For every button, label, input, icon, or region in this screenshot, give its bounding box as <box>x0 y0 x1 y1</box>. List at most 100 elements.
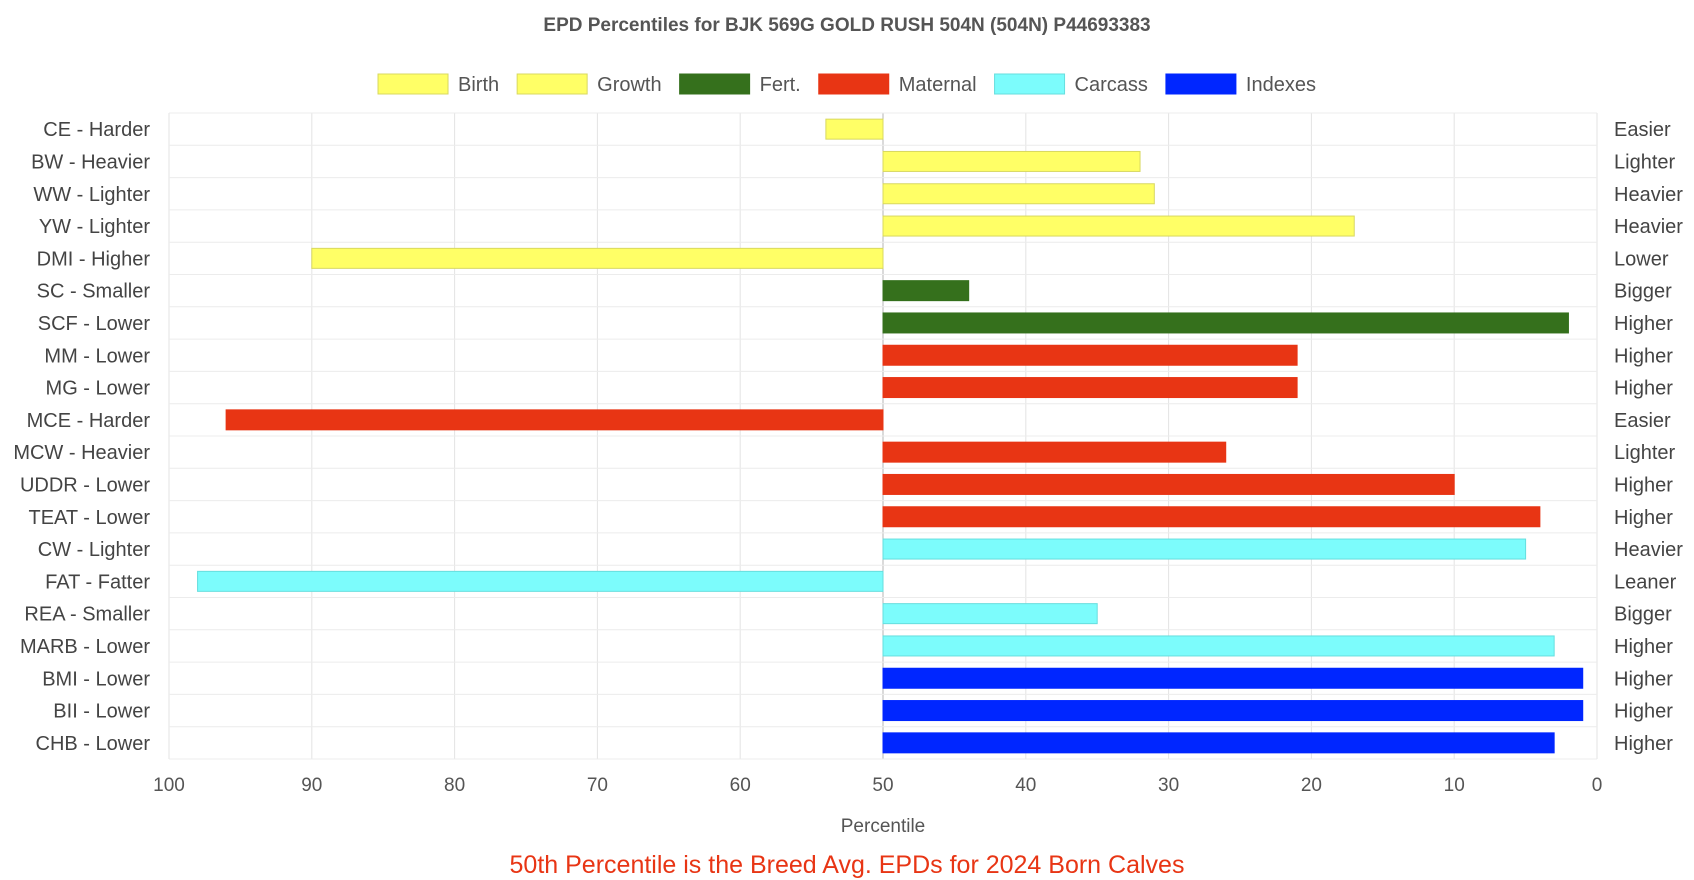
x-tick-label: 20 <box>1301 775 1322 796</box>
direction-label: Lighter <box>1614 442 1675 464</box>
category-label: CE - Harder <box>43 119 150 141</box>
direction-label: Higher <box>1614 668 1673 690</box>
category-label: MCE - Harder <box>27 410 151 432</box>
direction-label: Higher <box>1614 636 1673 658</box>
legend-item-maternal[interactable]: Maternal <box>818 73 977 96</box>
bar-sc <box>882 280 970 302</box>
category-label: MCW - Heavier <box>13 442 150 464</box>
category-label: MARB - Lower <box>20 636 150 658</box>
bar-marb <box>882 635 1555 657</box>
bar-teat <box>882 506 1541 528</box>
category-label: SC - Smaller <box>37 281 151 303</box>
legend-swatch <box>818 73 890 95</box>
category-label: MM - Lower <box>44 345 150 367</box>
bar-mce <box>225 409 884 431</box>
direction-label: Higher <box>1614 507 1673 529</box>
legend-label: Birth <box>458 74 499 96</box>
legend-label: Carcass <box>1075 74 1148 96</box>
chart-title: EPD Percentiles for BJK 569G GOLD RUSH 5… <box>543 15 1150 36</box>
category-label: TEAT - Lower <box>28 507 150 529</box>
legend-item-carcass[interactable]: Carcass <box>994 73 1148 96</box>
x-tick-label: 30 <box>1158 775 1179 796</box>
legend-item-growth[interactable]: Growth <box>516 73 662 96</box>
legend-label: Growth <box>597 74 661 96</box>
x-tick-label: 90 <box>301 775 322 796</box>
x-tick-label: 10 <box>1444 775 1465 796</box>
x-tick-label: 80 <box>444 775 465 796</box>
x-axis-ticks: 100 90 80 70 60 50 40 30 20 10 0 <box>153 775 1602 796</box>
direction-label: Lighter <box>1614 151 1675 173</box>
bar-uddr <box>882 473 1455 495</box>
bar-cw <box>882 538 1527 560</box>
category-label: WW - Lighter <box>33 184 150 206</box>
bar-bmi <box>882 667 1584 689</box>
breed-average-note: 50th Percentile is the Breed Avg. EPDs f… <box>510 851 1185 879</box>
bar-chb <box>882 732 1555 754</box>
bar-fat <box>197 570 884 592</box>
bar-bii <box>882 700 1584 722</box>
direction-label: Heavier <box>1614 539 1683 561</box>
legend-item-fert[interactable]: Fert. <box>679 73 801 96</box>
x-tick-label: 0 <box>1592 775 1603 796</box>
direction-label: Leaner <box>1614 571 1677 593</box>
legend-label: Indexes <box>1246 74 1316 96</box>
bar-mm <box>882 344 1298 366</box>
bar-rea <box>882 603 1098 625</box>
category-label: YW - Lighter <box>39 216 150 238</box>
bars <box>197 118 1584 754</box>
bar-ww <box>882 183 1155 205</box>
legend-swatch <box>679 73 751 95</box>
legend-label: Fert. <box>760 74 801 96</box>
category-label: BII - Lower <box>53 701 150 723</box>
category-label: REA - Smaller <box>24 604 150 626</box>
bar-scf <box>882 312 1569 334</box>
category-label: MG - Lower <box>46 378 151 400</box>
category-label: DMI - Higher <box>37 248 151 270</box>
direction-labels: Easier Lighter Heavier Heavier Lower Bigger Hi… <box>1614 119 1683 755</box>
bar-ce <box>825 118 884 140</box>
direction-label: Higher <box>1614 474 1673 496</box>
direction-label: Bigger <box>1614 604 1672 626</box>
direction-label: Higher <box>1614 345 1673 367</box>
legend-swatch <box>994 73 1066 95</box>
bar-bw <box>882 150 1141 172</box>
direction-label: Lower <box>1614 248 1669 270</box>
direction-label: Higher <box>1614 701 1673 723</box>
x-tick-label: 40 <box>1015 775 1036 796</box>
direction-label: Easier <box>1614 119 1671 141</box>
direction-label: Easier <box>1614 410 1671 432</box>
grid <box>168 112 1598 760</box>
category-label: SCF - Lower <box>38 313 151 335</box>
legend-item-indexes[interactable]: Indexes <box>1165 73 1316 96</box>
legend-swatch <box>1165 73 1237 95</box>
category-label: BMI - Lower <box>42 668 150 690</box>
category-label: BW - Heavier <box>31 151 150 173</box>
bar-mg <box>882 377 1298 399</box>
category-labels: CE - Harder BW - Heavier WW - Lighter YW - … <box>13 119 150 755</box>
category-label: CW - Lighter <box>38 539 151 561</box>
bar-yw <box>882 215 1355 237</box>
direction-label: Bigger <box>1614 281 1672 303</box>
x-axis-label: Percentile <box>841 816 926 837</box>
direction-label: Heavier <box>1614 216 1683 238</box>
x-tick-label: 60 <box>730 775 751 796</box>
bar-mcw <box>882 441 1227 463</box>
category-label: FAT - Fatter <box>45 571 150 593</box>
direction-label: Heavier <box>1614 184 1683 206</box>
x-tick-label: 50 <box>872 775 893 796</box>
legend-item-birth[interactable]: Birth <box>377 73 499 96</box>
category-label: UDDR - Lower <box>20 474 150 496</box>
category-label: CHB - Lower <box>36 733 151 755</box>
direction-label: Higher <box>1614 313 1673 335</box>
x-tick-label: 70 <box>587 775 608 796</box>
bar-dmi <box>311 247 884 269</box>
legend-swatch <box>377 73 449 95</box>
legend-label: Maternal <box>899 74 977 96</box>
legend: Birth Growth Fert. Maternal Carcass Indexes <box>377 73 1316 96</box>
x-tick-label: 100 <box>153 775 185 796</box>
direction-label: Higher <box>1614 378 1673 400</box>
legend-swatch <box>516 73 588 95</box>
direction-label: Higher <box>1614 733 1673 755</box>
